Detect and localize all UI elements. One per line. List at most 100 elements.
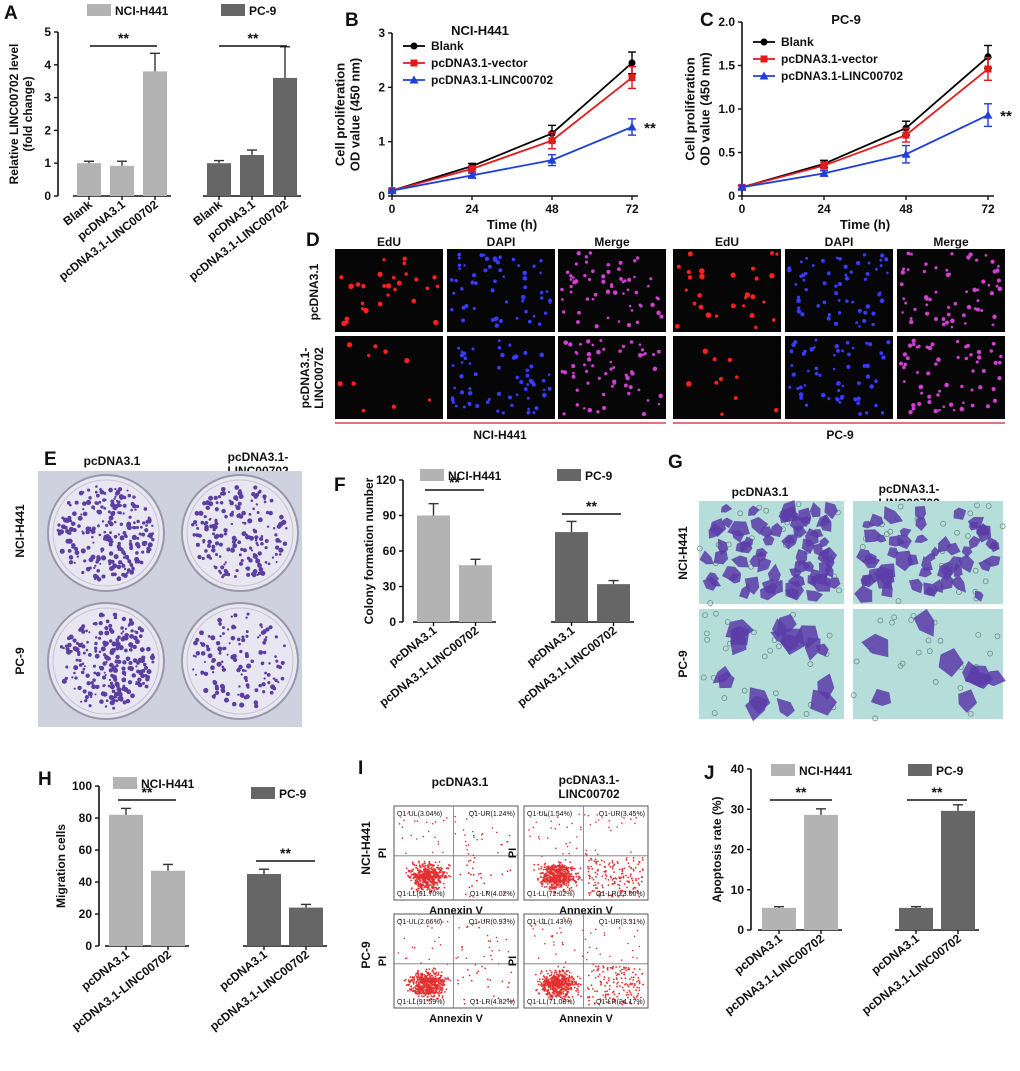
cell-dot [471, 347, 475, 351]
event-dot [557, 994, 560, 997]
cell-dot [907, 343, 913, 348]
event-dot [432, 991, 435, 994]
legend-label: Blank [781, 35, 814, 49]
event-dot [638, 989, 641, 992]
colony [82, 508, 85, 511]
event-dot [568, 889, 571, 892]
chart-title: PC-9 [831, 12, 861, 27]
event-dot [438, 994, 440, 996]
cell-dot [487, 264, 492, 269]
cell-dot [523, 350, 528, 355]
colony [71, 543, 76, 548]
cell-dot [997, 264, 1000, 268]
event-dot [427, 865, 430, 867]
colony [65, 665, 69, 669]
cell-dot [655, 296, 659, 300]
data-point [628, 59, 636, 67]
cell-dot [367, 353, 371, 357]
colony [199, 630, 204, 636]
colony [114, 495, 117, 498]
cell-dot [461, 305, 466, 310]
event-dot [434, 821, 437, 823]
event-dot [619, 889, 622, 892]
image-background [785, 249, 893, 332]
event-dot [577, 985, 580, 988]
data-point [628, 74, 636, 82]
cell-dot [507, 395, 512, 400]
migrated-cell [809, 529, 824, 538]
event-dot [543, 886, 546, 888]
cell-dot [612, 290, 618, 295]
event-dot [603, 860, 606, 863]
colony [130, 508, 133, 512]
colony [77, 685, 82, 691]
cell-dot [862, 253, 867, 257]
cell-dot [451, 400, 455, 404]
cell-dot [572, 371, 575, 375]
event-dot [474, 810, 476, 812]
cell-dot [513, 354, 519, 360]
pore [967, 510, 974, 517]
cell-dot [601, 392, 606, 397]
cell-dot [377, 271, 383, 277]
legend-label: pcDNA3.1-LINC00702 [431, 73, 553, 87]
colony [219, 501, 224, 505]
colony [234, 538, 238, 542]
colony [74, 550, 80, 556]
event-dot [624, 1002, 627, 1004]
colony [113, 506, 117, 511]
colony [98, 620, 103, 626]
cell-dot [494, 323, 500, 328]
channel-label: DAPI [487, 235, 516, 249]
event-dot [423, 862, 425, 865]
event-dot [625, 994, 628, 996]
event-dot [422, 865, 424, 868]
event-dot [422, 888, 424, 891]
colony [107, 510, 111, 514]
colony [111, 641, 117, 647]
cell-dot [605, 289, 611, 294]
colony [93, 671, 97, 675]
event-dot [408, 869, 411, 872]
event-dot [429, 884, 431, 886]
colony [83, 559, 87, 563]
event-dot [551, 988, 554, 991]
event-dot [638, 884, 641, 886]
colony [275, 659, 279, 663]
cell-dot [361, 408, 366, 413]
event-dot [427, 885, 430, 888]
event-dot [623, 966, 625, 969]
migrated-cell [946, 542, 961, 556]
bar [804, 814, 838, 930]
colony [131, 673, 136, 678]
colony [208, 495, 214, 501]
colony [110, 673, 114, 678]
cell-dot [814, 338, 818, 342]
cell-dot [788, 385, 792, 389]
cell-dot [989, 291, 995, 296]
cell-dot [588, 277, 592, 282]
event-dot [632, 888, 635, 890]
cell-dot [865, 304, 871, 309]
fluorescence-image [558, 249, 666, 332]
cell-dot [457, 263, 462, 268]
colony [90, 681, 94, 685]
event-dot [507, 986, 510, 989]
colony [98, 500, 102, 504]
colony [239, 649, 243, 654]
event-dot [631, 879, 634, 882]
cell-dot [865, 271, 870, 276]
bar [899, 907, 933, 930]
event-dot [607, 979, 610, 982]
event-dot [417, 995, 420, 998]
colony [110, 502, 116, 508]
colony [275, 561, 278, 564]
event-dot [417, 884, 420, 887]
cell-dot [610, 384, 614, 388]
event-dot [430, 867, 432, 870]
event-dot [412, 874, 415, 876]
cell-dot [881, 355, 886, 360]
colony [93, 507, 96, 510]
event-dot [412, 983, 415, 985]
event-dot [638, 986, 641, 989]
